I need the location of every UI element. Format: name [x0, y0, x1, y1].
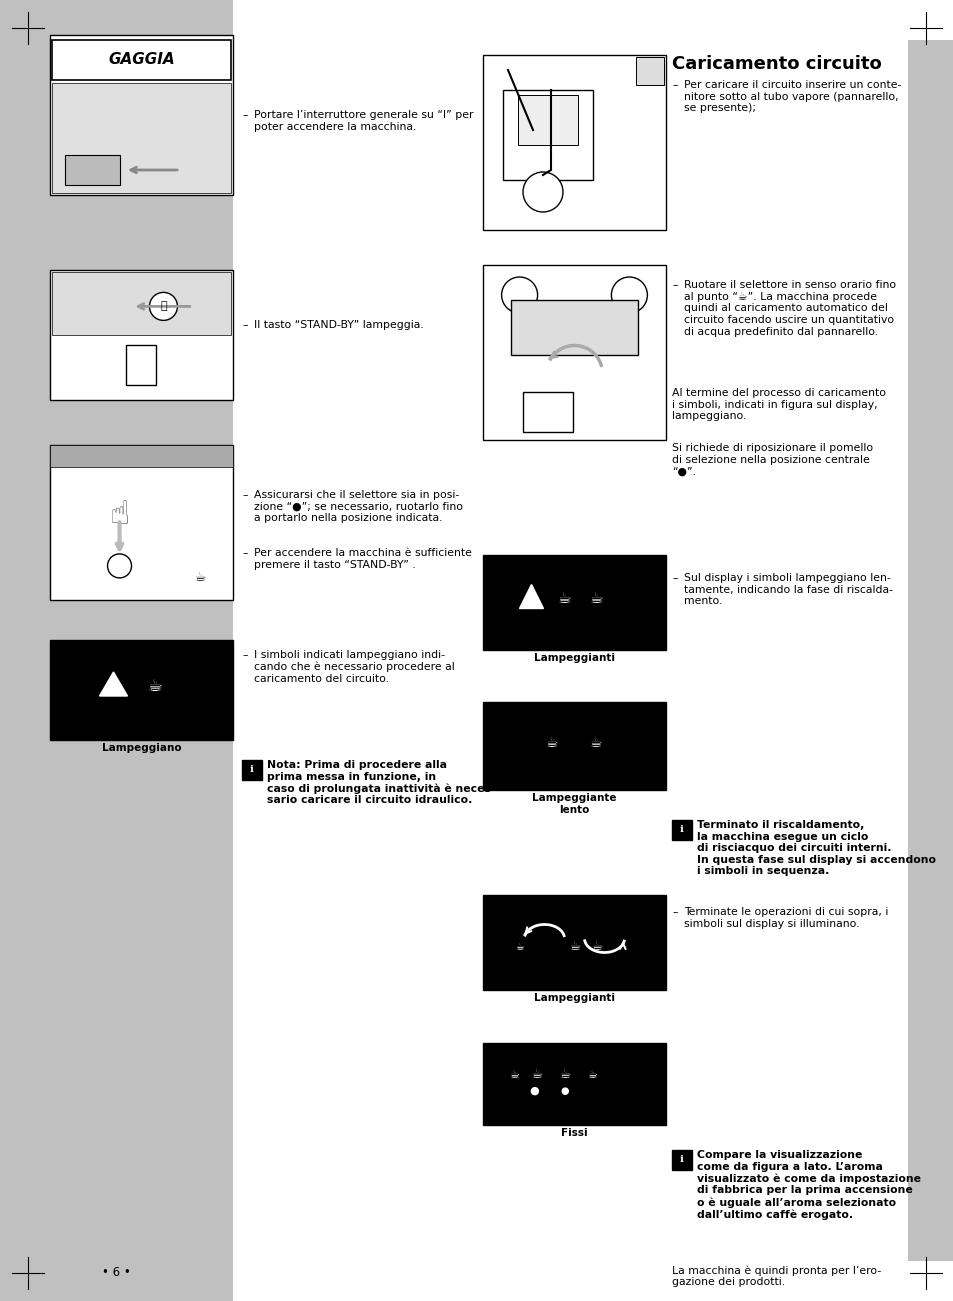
- Circle shape: [611, 277, 647, 314]
- Bar: [517, 95, 578, 144]
- Text: Terminate le operazioni di cui sopra, i
simboli sul display si illuminano.: Terminate le operazioni di cui sopra, i …: [683, 907, 887, 929]
- Text: Assicurarsi che il selettore sia in posi-
zione “●”; se necessario, ruotarlo fin: Assicurarsi che il selettore sia in posi…: [253, 490, 462, 523]
- Text: Lampeggiante
lento: Lampeggiante lento: [532, 794, 616, 814]
- Text: ●: ●: [529, 1086, 538, 1095]
- Bar: [482, 265, 665, 440]
- Circle shape: [522, 172, 562, 212]
- Text: ☕: ☕: [194, 571, 206, 584]
- Text: ☕: ☕: [558, 1068, 570, 1081]
- Text: ☕: ☕: [587, 1069, 597, 1080]
- Text: ☕: ☕: [530, 1068, 541, 1081]
- Circle shape: [150, 293, 177, 320]
- Text: –: –: [242, 548, 247, 558]
- Text: ☕: ☕: [515, 942, 523, 951]
- Bar: [65, 155, 120, 185]
- Circle shape: [108, 554, 132, 578]
- Text: ☝: ☝: [110, 498, 130, 531]
- Text: Terminato il riscaldamento,
la macchina esegue un ciclo
di risciacquo dei circui: Terminato il riscaldamento, la macchina …: [697, 820, 935, 877]
- Text: ☕: ☕: [568, 941, 579, 954]
- Text: Per accendere la macchina è sufficiente
premere il tasto “STAND-BY” .: Per accendere la macchina è sufficiente …: [253, 548, 472, 570]
- Text: Per caricare il circuito inserire un conte-
nitore sotto al tubo vapore (pannare: Per caricare il circuito inserire un con…: [683, 79, 901, 113]
- Text: Al termine del processo di caricamento
i simboli, indicati in figura sul display: Al termine del processo di caricamento i…: [671, 388, 885, 422]
- Bar: [522, 392, 573, 432]
- Text: ⏻: ⏻: [160, 302, 167, 311]
- Bar: [671, 1150, 691, 1170]
- Text: ☕: ☕: [590, 941, 601, 954]
- Text: –: –: [671, 79, 677, 90]
- Text: –: –: [671, 280, 677, 290]
- Bar: [126, 345, 156, 385]
- Text: Ruotare il selettore in senso orario fino
al punto “☕”. La macchina procede
quin: Ruotare il selettore in senso orario fin…: [683, 280, 895, 337]
- Text: –: –: [671, 572, 677, 583]
- Text: Nota: Prima di procedere alla
prima messa in funzione, in
caso di prolungata ina: Nota: Prima di procedere alla prima mess…: [267, 760, 495, 805]
- Text: i: i: [679, 1155, 683, 1164]
- Bar: [907, 40, 953, 1261]
- Bar: [50, 445, 233, 600]
- Bar: [50, 640, 233, 740]
- Bar: [242, 760, 262, 781]
- Text: I simboli indicati lampeggiano indi-
cando che è necessario procedere al
caricam: I simboli indicati lampeggiano indi- can…: [253, 650, 455, 684]
- Bar: [0, 0, 233, 1301]
- Bar: [52, 272, 231, 334]
- Text: Lampeggianti: Lampeggianti: [534, 653, 615, 664]
- Bar: [636, 57, 663, 85]
- Text: ☕: ☕: [509, 1069, 519, 1080]
- Text: –: –: [242, 320, 247, 330]
- Text: –: –: [671, 907, 677, 917]
- Text: ☕: ☕: [546, 736, 558, 749]
- Bar: [502, 90, 593, 180]
- Polygon shape: [519, 584, 543, 609]
- Bar: [50, 445, 233, 467]
- Text: ☕: ☕: [148, 677, 163, 695]
- Text: Portare l’interruttore generale su “I” per
poter accendere la macchina.: Portare l’interruttore generale su “I” p…: [253, 111, 473, 131]
- Text: Compare la visualizzazione
come da figura a lato. L’aroma
visualizzato è come da: Compare la visualizzazione come da figur…: [697, 1150, 920, 1220]
- Bar: [671, 820, 691, 840]
- Text: Caricamento circuito: Caricamento circuito: [671, 55, 881, 73]
- Text: –: –: [242, 490, 247, 500]
- Bar: [52, 40, 231, 79]
- Bar: [482, 556, 665, 650]
- Text: Si richiede di riposizionare il pomello
di selezione nella posizione centrale
“●: Si richiede di riposizionare il pomello …: [671, 444, 872, 476]
- Text: Lampeggianti: Lampeggianti: [534, 993, 615, 1003]
- Text: GAGGIA: GAGGIA: [108, 52, 174, 68]
- Bar: [52, 337, 231, 398]
- Text: Lampeggiano: Lampeggiano: [102, 743, 181, 753]
- Text: Sul display i simboli lampeggiano len-
tamente, indicando la fase di riscalda-
m: Sul display i simboli lampeggiano len- t…: [683, 572, 892, 606]
- Bar: [482, 895, 665, 990]
- Text: ☕: ☕: [589, 591, 602, 606]
- Bar: [482, 1043, 665, 1125]
- Bar: [52, 83, 231, 193]
- Polygon shape: [99, 673, 128, 696]
- Text: i: i: [250, 765, 253, 774]
- Text: ☕: ☕: [558, 591, 571, 606]
- Bar: [50, 35, 233, 195]
- Bar: [482, 55, 665, 230]
- Circle shape: [501, 277, 537, 314]
- Text: ●: ●: [559, 1086, 568, 1095]
- Bar: [511, 301, 638, 355]
- Text: ☕: ☕: [590, 736, 602, 749]
- Bar: [50, 271, 233, 399]
- Text: i: i: [679, 826, 683, 834]
- Text: –: –: [242, 111, 247, 120]
- Text: Fissi: Fissi: [560, 1128, 587, 1138]
- Text: Il tasto “STAND-BY” lampeggia.: Il tasto “STAND-BY” lampeggia.: [253, 320, 423, 330]
- Text: La macchina è quindi pronta per l’ero-
gazione dei prodotti.: La macchina è quindi pronta per l’ero- g…: [671, 1265, 881, 1287]
- Bar: [482, 703, 665, 790]
- Text: • 6 •: • 6 •: [102, 1266, 131, 1279]
- Text: –: –: [242, 650, 247, 660]
